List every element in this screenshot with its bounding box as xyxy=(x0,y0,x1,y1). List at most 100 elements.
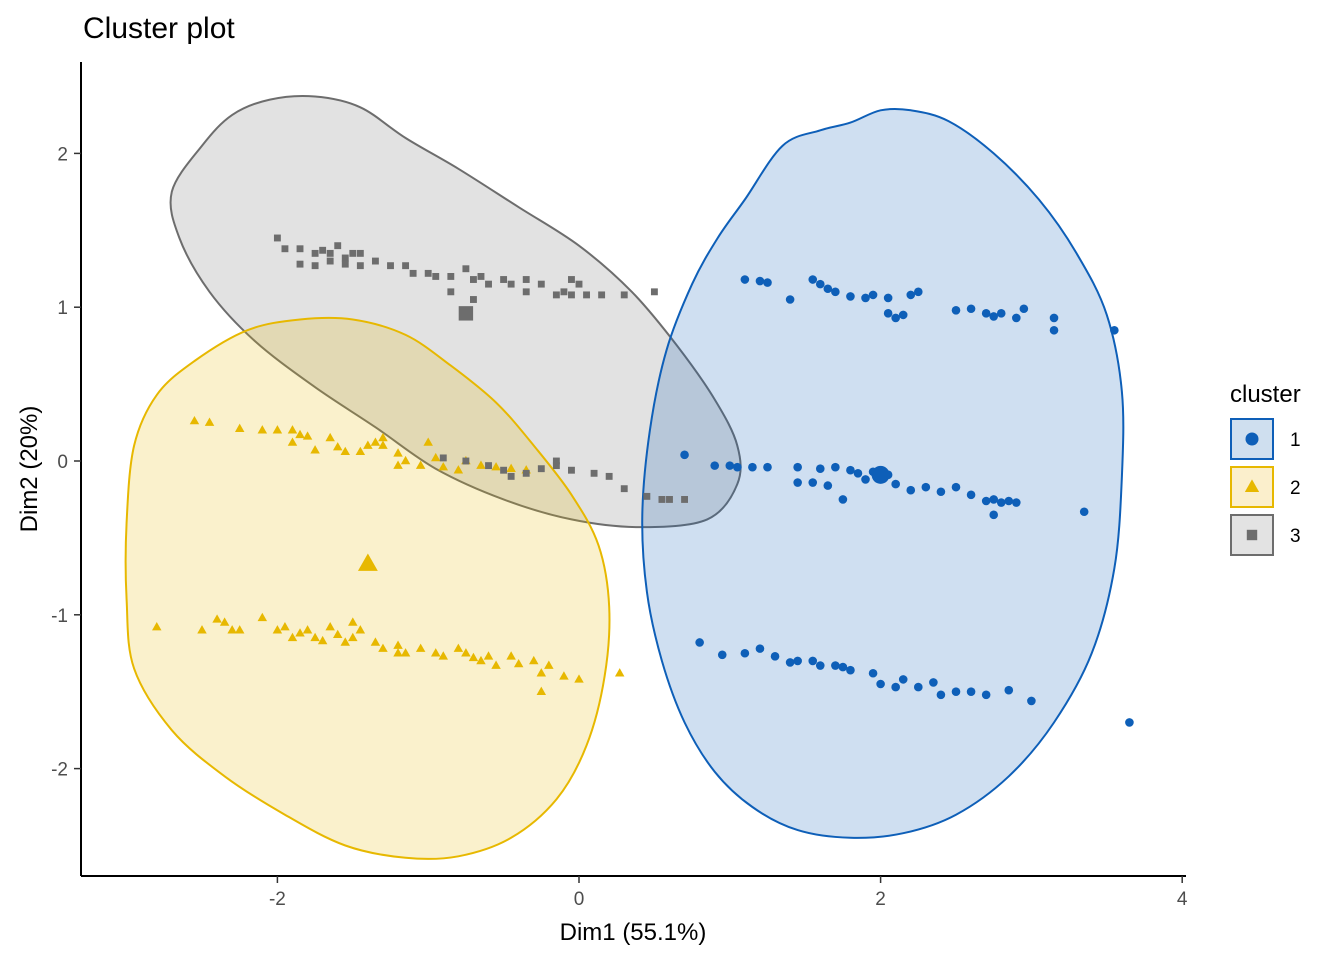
cluster-3-point xyxy=(349,249,357,257)
cluster-1-point xyxy=(868,290,878,300)
cluster-1-point xyxy=(785,295,795,304)
cluster-1-point xyxy=(891,313,900,323)
cluster-3-point xyxy=(447,273,455,280)
cluster-2-point xyxy=(415,643,426,652)
y-tick-label: -2 xyxy=(51,760,68,781)
cluster-3-point xyxy=(598,291,606,299)
cluster-3-point xyxy=(311,262,319,270)
x-axis-ticks: -2 0 2 4 xyxy=(269,876,1188,910)
cluster-2-point xyxy=(287,437,298,446)
cluster-3-point xyxy=(326,249,334,257)
cluster-3-point xyxy=(568,466,575,474)
cluster-2-point xyxy=(355,625,366,634)
cluster-3-point xyxy=(334,242,342,250)
cluster-1-point xyxy=(725,461,735,470)
cluster-3-point xyxy=(552,457,560,465)
legend: cluster 1 2 3 xyxy=(1230,381,1301,556)
cluster-1-point xyxy=(793,656,802,666)
cluster-1-point xyxy=(1110,325,1119,335)
cluster-2-point xyxy=(529,655,539,665)
cluster-1-point xyxy=(883,309,893,318)
cluster-3-point xyxy=(650,288,658,296)
cluster-1-point xyxy=(996,309,1006,318)
x-tick-label: -2 xyxy=(269,889,286,910)
cluster-2-point xyxy=(287,425,298,434)
cluster-1-point xyxy=(808,656,818,666)
cluster-2-point xyxy=(280,622,290,631)
cluster-2-point xyxy=(393,460,403,469)
cluster-2-point xyxy=(476,655,486,665)
cluster-1-point xyxy=(763,278,772,287)
cluster-3-point xyxy=(387,262,394,270)
cluster-1-point xyxy=(838,662,848,672)
cluster-2-point xyxy=(272,425,283,434)
cluster-3-point xyxy=(552,462,560,470)
cluster-3-point xyxy=(522,469,530,477)
cluster-1-point xyxy=(1004,496,1014,506)
cluster-3-point xyxy=(681,496,688,503)
y-tick-label: 1 xyxy=(57,298,68,319)
cluster-2-point xyxy=(461,648,471,657)
cluster-2-point xyxy=(340,637,350,646)
cluster-1-point xyxy=(831,661,840,670)
cluster-2-point xyxy=(152,622,162,631)
cluster-1-point xyxy=(793,462,802,472)
cluster-2-point xyxy=(189,415,200,425)
y-tick-label: 2 xyxy=(57,144,68,165)
cluster-2-point xyxy=(393,640,403,649)
cluster-2-point xyxy=(370,437,381,446)
cluster-1-point xyxy=(951,687,961,696)
y-tick-label: 0 xyxy=(57,452,68,473)
cluster-2-point xyxy=(212,614,222,623)
cluster-1-point xyxy=(831,462,840,472)
cluster-1-point xyxy=(808,478,818,487)
cluster-2-point xyxy=(491,462,501,471)
cluster-1-point xyxy=(1049,325,1059,335)
cluster-3-point xyxy=(485,280,492,288)
cluster-1-point xyxy=(846,665,855,675)
cluster-1-point xyxy=(763,462,772,472)
cluster-2-point xyxy=(272,625,283,634)
cluster-3-point xyxy=(402,262,410,270)
legend-label-1: 1 xyxy=(1290,430,1301,451)
cluster-3-point xyxy=(552,291,560,299)
cluster-2-point xyxy=(378,643,388,652)
cluster-3-point xyxy=(311,249,319,257)
legend-title: cluster xyxy=(1230,381,1301,408)
cluster-1-point xyxy=(823,481,833,490)
cluster-points xyxy=(152,234,1134,727)
cluster-1-point xyxy=(891,479,900,489)
cluster-2-centroid xyxy=(357,553,378,571)
cluster-3-point xyxy=(424,269,432,277)
cluster-3-point xyxy=(507,280,515,288)
cluster-1-point xyxy=(1012,498,1021,507)
cluster-2-point xyxy=(348,617,358,626)
cluster-1-point xyxy=(929,678,938,687)
cluster-1-point xyxy=(748,462,757,472)
cluster-centroids xyxy=(357,306,890,571)
cluster-2-point xyxy=(536,668,547,677)
cluster-2-point xyxy=(559,671,569,680)
cluster-2-point xyxy=(363,440,373,449)
cluster-2-point xyxy=(332,629,343,639)
cluster-1-point xyxy=(1027,696,1036,706)
cluster-2-point xyxy=(393,648,403,657)
cluster-1-point xyxy=(1012,313,1021,323)
cluster-2-point xyxy=(295,628,305,637)
cluster-3-point xyxy=(568,291,575,299)
cluster-1-point xyxy=(966,687,976,696)
cluster-3-point xyxy=(477,273,485,280)
cluster-2-point xyxy=(438,462,449,471)
cluster-2-point xyxy=(302,431,313,440)
x-tick-label: 2 xyxy=(875,889,886,910)
cluster-1-point xyxy=(996,498,1006,507)
cluster-3-point xyxy=(590,469,598,477)
cluster-1-point xyxy=(981,690,991,700)
cluster-2-point xyxy=(325,432,335,442)
cluster-1-point xyxy=(921,482,931,492)
cluster-1-point xyxy=(891,682,900,692)
cluster-2-point xyxy=(310,632,320,642)
cluster-1-point xyxy=(815,279,825,289)
cluster-3-point xyxy=(500,276,508,283)
cluster-2-point xyxy=(544,660,554,669)
